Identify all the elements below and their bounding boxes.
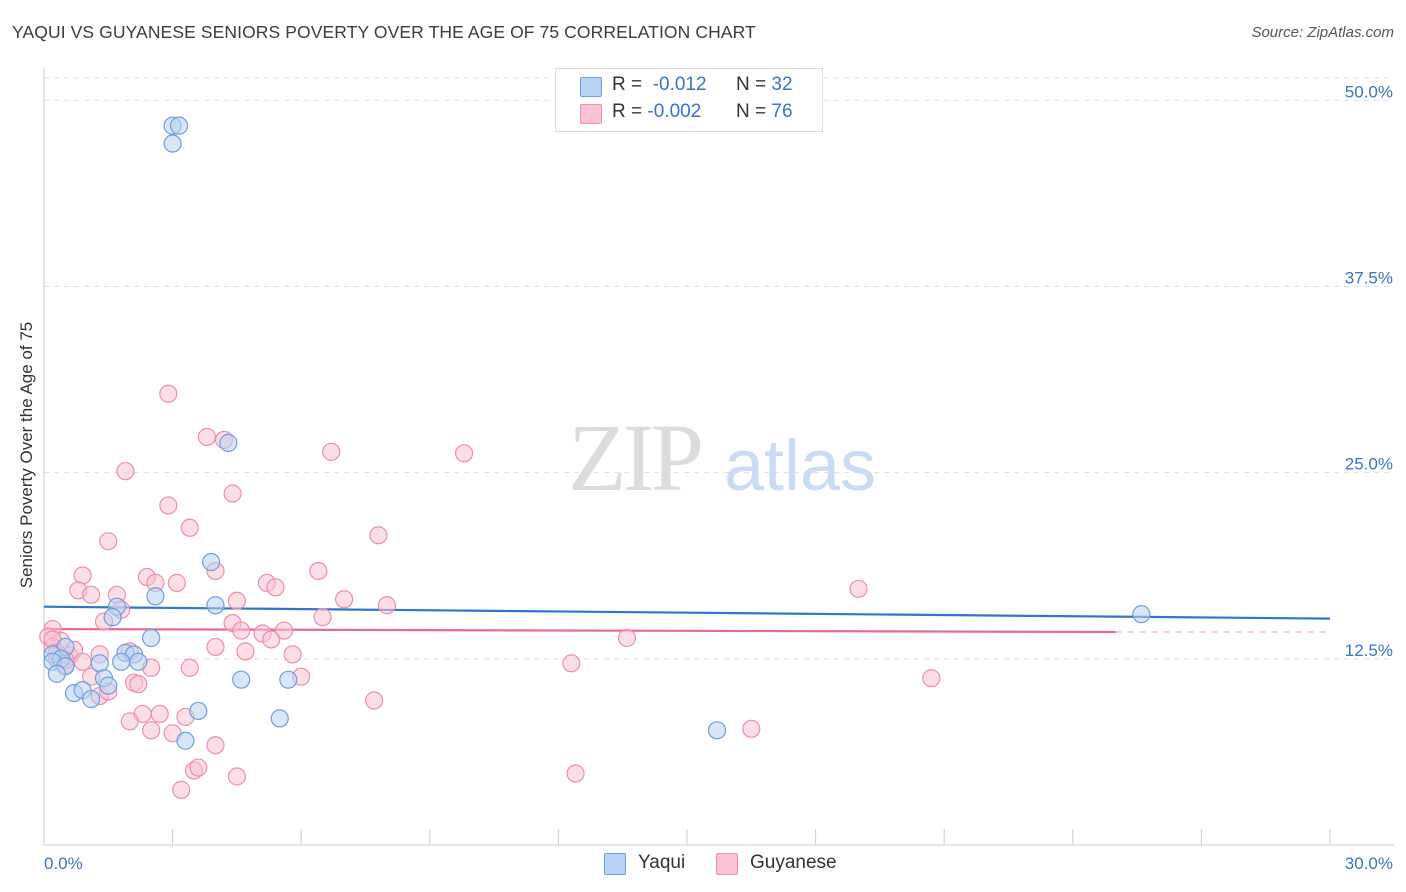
legend-swatch-guyanese xyxy=(716,853,738,875)
point-guyanese xyxy=(236,642,255,661)
point-yaqui xyxy=(142,628,161,648)
point-guyanese xyxy=(159,496,178,515)
point-guyanese xyxy=(167,573,186,592)
point-guyanese xyxy=(232,621,251,640)
point-guyanese xyxy=(922,669,941,688)
point-guyanese xyxy=(150,704,169,724)
point-guyanese xyxy=(454,444,474,463)
point-guyanese xyxy=(283,645,302,664)
source-label: Source: ZipAtlas.com xyxy=(1251,24,1394,41)
legend-r: R = -0.012 xyxy=(612,74,707,95)
axis-layer xyxy=(43,68,1394,846)
point-yaqui xyxy=(707,721,727,740)
y-tick-label: 50.0% xyxy=(1345,82,1393,101)
x-tick-label: 0.0% xyxy=(44,854,83,873)
y-tick-label: 37.5% xyxy=(1345,269,1393,288)
tick-label-layer: 12.5% 25.0% 37.5% 50.0% 0.0% 30.0% xyxy=(44,82,1393,873)
point-guyanese xyxy=(99,532,118,551)
watermark-atlas: atlas xyxy=(724,426,876,506)
point-yaqui xyxy=(103,608,122,627)
legend-swatch-guyanese xyxy=(580,104,602,124)
point-guyanese xyxy=(334,590,354,609)
y-tick-label: 25.0% xyxy=(1345,455,1393,474)
point-yaqui xyxy=(176,731,195,750)
trend-layer xyxy=(43,605,1331,634)
chart-title: YAQUI VS GUYANESE SENIORS POVERTY OVER T… xyxy=(12,22,756,42)
point-guyanese xyxy=(206,637,225,657)
point-guyanese xyxy=(197,427,216,447)
point-guyanese xyxy=(223,484,242,503)
legend-label-yaqui: Yaqui xyxy=(638,852,686,873)
point-yaqui xyxy=(163,134,182,153)
watermark-zip: ZIP xyxy=(568,404,701,511)
point-yaqui xyxy=(279,670,298,689)
point-guyanese xyxy=(266,578,285,597)
point-yaqui xyxy=(82,689,101,709)
point-yaqui xyxy=(112,652,131,671)
point-guyanese xyxy=(227,591,246,610)
point-guyanese xyxy=(849,579,868,598)
point-guyanese xyxy=(116,462,135,481)
legend-swatch-yaqui xyxy=(604,853,626,875)
legend-label-guyanese: Guyanese xyxy=(750,852,837,873)
point-yaqui xyxy=(47,664,66,683)
point-guyanese xyxy=(82,585,101,604)
point-guyanese xyxy=(120,712,139,731)
correlation-legend: R = -0.012 N = 32 R = -0.002 N = 76 xyxy=(555,68,823,132)
point-guyanese xyxy=(159,384,178,403)
legend-swatch-yaqui xyxy=(580,77,602,97)
trendline-yaqui xyxy=(43,605,1331,620)
point-guyanese xyxy=(364,691,384,710)
point-guyanese xyxy=(172,780,191,799)
point-yaqui xyxy=(270,709,289,728)
legend-r: R = -0.002 xyxy=(612,101,702,122)
point-guyanese xyxy=(313,608,332,627)
point-yaqui xyxy=(169,116,189,135)
point-guyanese xyxy=(322,442,341,461)
point-guyanese xyxy=(73,652,92,671)
point-guyanese xyxy=(129,675,148,694)
legend-n: N = 76 xyxy=(736,101,793,122)
point-guyanese xyxy=(262,630,281,649)
point-yaqui xyxy=(219,433,238,452)
point-guyanese xyxy=(227,767,246,786)
point-yaqui xyxy=(1132,605,1151,624)
point-yaqui xyxy=(206,596,225,615)
point-guyanese xyxy=(180,518,199,537)
point-guyanese xyxy=(377,596,397,615)
point-guyanese xyxy=(189,758,208,777)
grid-layer xyxy=(44,77,1394,660)
trendline-guyanese xyxy=(43,627,1116,634)
y-tick-label: 12.5% xyxy=(1345,641,1393,660)
point-yaqui xyxy=(202,552,221,572)
point-guyanese xyxy=(562,654,581,673)
legend-n: N = 32 xyxy=(736,74,793,95)
point-yaqui xyxy=(146,587,165,606)
point-guyanese xyxy=(742,719,761,738)
point-guyanese xyxy=(617,628,637,648)
point-layer xyxy=(39,116,1151,799)
point-guyanese xyxy=(369,526,388,545)
point-yaqui xyxy=(189,701,208,721)
point-guyanese xyxy=(142,721,161,740)
point-yaqui xyxy=(129,652,148,671)
point-guyanese xyxy=(309,561,328,581)
watermark: ZIP atlas xyxy=(568,404,876,511)
point-yaqui xyxy=(232,670,251,689)
point-yaqui xyxy=(99,676,118,695)
point-guyanese xyxy=(206,736,225,755)
point-guyanese xyxy=(180,658,199,677)
point-guyanese xyxy=(274,621,294,640)
point-guyanese xyxy=(566,764,585,783)
x-tick-label: 30.0% xyxy=(1345,854,1393,873)
